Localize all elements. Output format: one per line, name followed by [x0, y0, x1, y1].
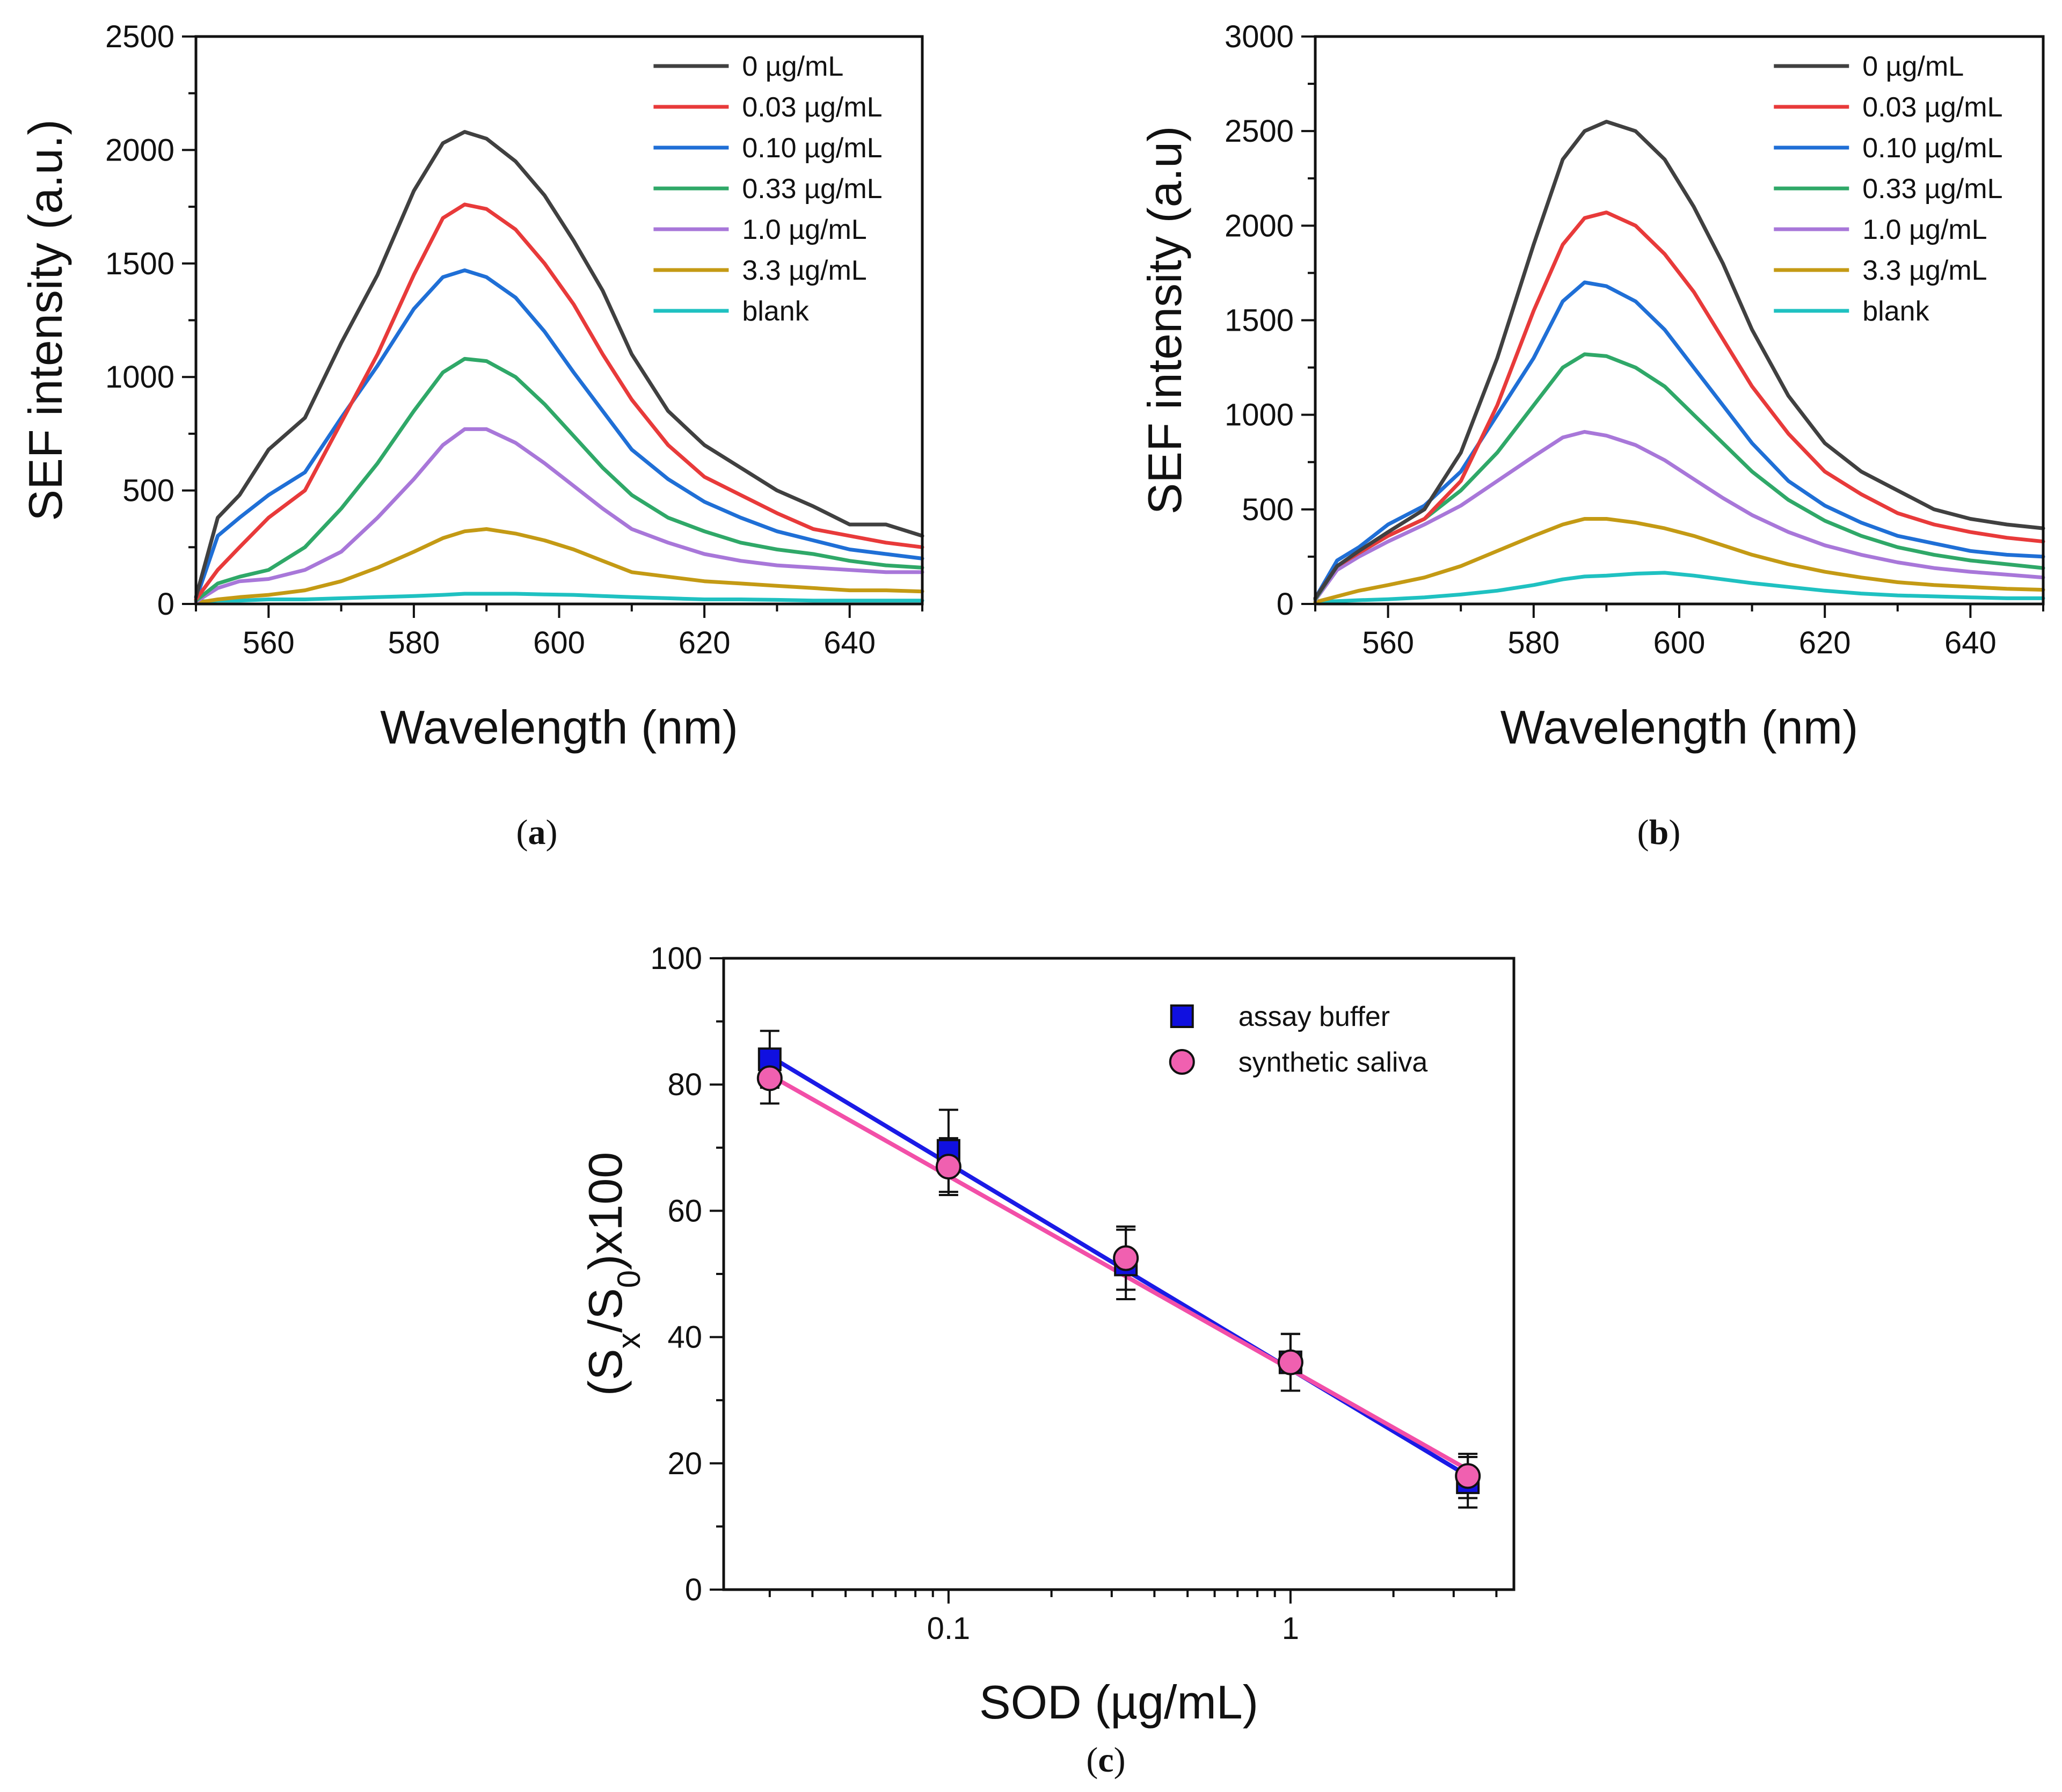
series-line-4 [194, 427, 924, 604]
y-tick-label: 1500 [105, 246, 174, 281]
legend-marker-circle [1169, 1049, 1195, 1075]
y-tick-label: 500 [1242, 492, 1294, 527]
x-tick-label: 620 [1799, 625, 1851, 660]
legend-label-1: 0.03 µg/mL [742, 92, 882, 123]
legend-label-6: blank [1862, 296, 1929, 327]
series-line-5 [1313, 517, 2045, 604]
y-tick-label: 100 [650, 941, 702, 976]
series-line-0 [194, 130, 924, 599]
legend-label-1: 0.03 µg/mL [1862, 92, 2002, 123]
series-line-4 [1313, 429, 2045, 602]
panel-b-chart: 560 580 600 620 640 0 500 1000 1500 2000 2500 3000 W… [1138, 19, 2045, 754]
legend-label-3: 0.33 µg/mL [1862, 173, 2002, 205]
y-tick-label: 2500 [105, 19, 174, 54]
x-tick-label: 600 [533, 625, 585, 660]
y-axis-title: SEF intensity (a.u) [1138, 126, 1191, 515]
y-tick-label: 0 [1277, 587, 1294, 622]
x-tick-label: 1 [1282, 1611, 1299, 1646]
x-tick-label: 580 [388, 625, 440, 660]
y-title-part: /S [579, 1288, 632, 1332]
series-line-1 [1313, 210, 2045, 600]
x-tick-label: 620 [679, 625, 731, 660]
y-tick-label: 1000 [105, 360, 174, 395]
x-tick-label: 560 [1362, 625, 1414, 660]
y-tick-label: 2000 [105, 133, 174, 167]
panel-a-caption: (a) [516, 813, 558, 852]
legend-label-4: 1.0 µg/mL [1862, 214, 1987, 245]
y-tick-label: 0 [685, 1572, 702, 1607]
y-title-part: (S [579, 1349, 632, 1396]
y-tick-label: 1500 [1225, 303, 1294, 338]
legend-label-0: 0 µg/mL [1862, 51, 1964, 82]
legend-label-4: 1.0 µg/mL [742, 214, 866, 245]
legend-label-3: 0.33 µg/mL [742, 173, 882, 205]
x-axis-title: Wavelength (nm) [380, 701, 738, 754]
y-axis-title: (Sx/S0)x100 [579, 1152, 647, 1396]
y-tick-label: 3000 [1225, 19, 1294, 54]
x-tick-label: 640 [1944, 625, 1997, 660]
y-tick-label: 500 [122, 474, 174, 508]
series-line-6 [194, 592, 924, 604]
panel-b-caption: (b) [1637, 813, 1681, 852]
y-tick-label: 2500 [1225, 114, 1294, 149]
series-line-1 [194, 202, 924, 601]
series-line-3 [194, 356, 924, 603]
data-point-circle-1 [935, 1154, 961, 1180]
y-tick-label: 0 [157, 587, 174, 622]
legend-label-6: blank [742, 296, 809, 327]
data-point-circle-4 [1455, 1463, 1481, 1489]
series-line-6 [1313, 571, 2045, 604]
y-axis-title: SEF intensity (a.u.) [19, 119, 72, 521]
series-line-0 [1313, 120, 2045, 600]
legend-label-0: assay buffer [1238, 1001, 1390, 1032]
x-tick-label: 640 [824, 625, 876, 660]
y-title-subscript: x [611, 1332, 647, 1349]
series-line-2 [194, 268, 924, 601]
y-tick-label: 20 [667, 1446, 702, 1481]
legend-label-2: 0.10 µg/mL [742, 133, 882, 164]
data-point-circle-3 [1277, 1349, 1303, 1375]
panel-a-chart: 560 580 600 620 640 0 500 1000 1500 2000 2500 Wavel… [19, 19, 924, 754]
legend-label-2: 0.10 µg/mL [1862, 133, 2002, 164]
legend-label-1: synthetic saliva [1238, 1047, 1428, 1078]
x-tick-label: 580 [1507, 625, 1560, 660]
x-axis-title: Wavelength (nm) [1500, 701, 1859, 754]
legend-label-0: 0 µg/mL [742, 51, 843, 82]
x-axis-title: SOD (µg/mL) [979, 1676, 1258, 1729]
x-tick-label: 600 [1653, 625, 1706, 660]
series-line-5 [194, 527, 924, 605]
data-point-circle-0 [756, 1065, 783, 1091]
data-point-circle-2 [1113, 1245, 1139, 1271]
y-title-part: )x100 [579, 1152, 632, 1270]
x-tick-label: 0.1 [927, 1611, 971, 1646]
series-line-2 [1313, 280, 2045, 600]
x-tick-label: 560 [243, 625, 295, 660]
y-tick-label: 60 [667, 1193, 702, 1228]
panel-c-caption: (c) [1086, 1740, 1125, 1780]
y-title-subscript: 0 [611, 1270, 647, 1288]
legend-label-5: 3.3 µg/mL [742, 255, 866, 286]
legend-label-5: 3.3 µg/mL [1862, 255, 1987, 286]
y-tick-label: 2000 [1225, 208, 1294, 243]
y-tick-label: 40 [667, 1320, 702, 1355]
y-tick-label: 80 [667, 1067, 702, 1102]
y-tick-label: 1000 [1225, 398, 1294, 433]
legend-marker-square [1170, 1004, 1194, 1028]
